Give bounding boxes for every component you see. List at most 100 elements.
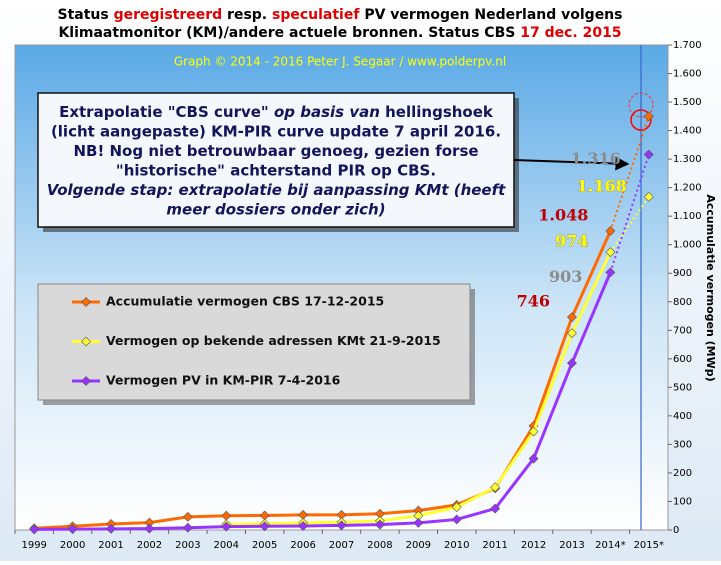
- y-tick-label: 800: [673, 297, 692, 308]
- title-part: Status: [57, 7, 113, 23]
- data-point: [259, 521, 270, 532]
- data-point: [29, 524, 40, 535]
- y-tick-label: 1.300: [673, 154, 702, 165]
- y-tick-label: 1.000: [673, 240, 702, 251]
- x-tick-label: 2013: [559, 540, 584, 551]
- data-point: [451, 502, 462, 513]
- data-point: [605, 247, 616, 258]
- legend-box: [37, 283, 471, 401]
- x-tick-label: 2012: [521, 540, 546, 551]
- annotation-part: hellingshoek: [380, 103, 494, 121]
- data-point: [106, 523, 116, 534]
- x-tick-label: 2002: [137, 540, 162, 551]
- highlight-circle: [628, 92, 654, 118]
- projection-line: [609, 196, 650, 253]
- x-tick-label: 2011: [482, 540, 507, 551]
- x-tick-label: 2015*: [634, 540, 664, 551]
- x-tick-label: 2014*: [595, 540, 625, 551]
- data-point: [528, 453, 539, 464]
- data-point: [643, 149, 654, 160]
- x-tick-label: 2006: [290, 540, 315, 551]
- title-part: Klimaatmonitor (KM)/andere actuele bronn…: [58, 25, 520, 41]
- y-tick-label: 0: [673, 525, 679, 536]
- y-tick-label: 1.600: [673, 69, 702, 80]
- data-point: [567, 358, 577, 369]
- annotation-text: meer dossiers onder zich): [166, 200, 385, 218]
- y-tick-label: 400: [673, 411, 692, 422]
- highlight-circle: [630, 109, 652, 131]
- title-part: geregistreerd: [114, 7, 223, 23]
- data-point: [605, 226, 616, 236]
- x-tick-label: 2010: [444, 540, 469, 551]
- annotation-text: (licht aangepaste) KM-PIR curve update 7…: [51, 122, 501, 140]
- annotation-part: (licht aangepaste) KM-PIR curve update 7…: [51, 122, 501, 140]
- y-tick-label: 1.500: [673, 97, 702, 108]
- data-point: [643, 111, 654, 122]
- data-point: [567, 328, 577, 339]
- y-tick-label: 1.400: [673, 126, 702, 137]
- data-label: 974: [555, 232, 588, 251]
- annotation-text: NB! Nog niet betrouwbaar genoeg, gezien …: [73, 142, 478, 160]
- annotation-part: "historische" achterstand PIR op CBS.: [116, 161, 436, 179]
- annotation-arrow: [513, 156, 630, 171]
- x-tick-label: 1999: [21, 540, 46, 551]
- annotation-box: [37, 92, 515, 228]
- annotation-part: Volgende stap: extrapolatie bij aanpassi…: [47, 181, 506, 199]
- data-point: [67, 524, 78, 535]
- legend-label: Accumulatie vermogen CBS 17-12-2015: [106, 294, 384, 309]
- x-tick-label: 2009: [406, 540, 431, 551]
- annotation-part: Extrapolatie "CBS curve": [59, 103, 274, 121]
- data-point: [144, 523, 155, 534]
- data-point: [413, 517, 424, 528]
- data-label: 1.168: [577, 176, 627, 195]
- x-tick-label: 2007: [329, 540, 354, 551]
- chart-title: Klimaatmonitor (KM)/andere actuele bronn…: [58, 25, 621, 41]
- y-tick-label: 1.200: [673, 183, 702, 194]
- data-label: 746: [517, 292, 550, 311]
- data-point: [528, 426, 539, 437]
- projection-line: [609, 116, 650, 232]
- title-part: resp.: [222, 7, 272, 23]
- y-axis-title: Accumulatie vermogen (MWp): [704, 194, 717, 381]
- y-tick-label: 500: [673, 382, 692, 393]
- y-tick-label: 600: [673, 354, 692, 365]
- y-tick-label: 700: [673, 325, 692, 336]
- legend-marker: [81, 336, 91, 347]
- title-part: 17 dec. 2015: [520, 25, 621, 41]
- data-point: [336, 520, 347, 531]
- annotation-text: Extrapolatie "CBS curve" op basis van he…: [59, 103, 494, 121]
- data-point: [374, 519, 385, 530]
- data-point: [605, 267, 616, 278]
- y-tick-label: 200: [673, 468, 692, 479]
- data-point: [182, 511, 193, 522]
- data-point: [451, 514, 462, 525]
- x-tick-label: 2000: [60, 540, 85, 551]
- legend-label: Vermogen op bekende adressen KMt 21-9-20…: [106, 333, 441, 348]
- data-point: [490, 503, 501, 514]
- x-tick-label: 2001: [98, 540, 123, 551]
- data-label: 1.316: [571, 149, 621, 168]
- data-label: 1.048: [538, 206, 588, 225]
- title-part: speculatief: [272, 7, 360, 23]
- annotation-part: op basis van: [274, 103, 380, 121]
- annotation-text: "historische" achterstand PIR op CBS.: [116, 161, 436, 179]
- annotation-part: meer dossiers onder zich): [166, 200, 385, 218]
- projection-line: [609, 154, 650, 273]
- data-label: 903: [549, 267, 582, 286]
- title-part: PV vermogen Nederland volgens: [359, 7, 622, 23]
- y-tick-label: 1.100: [673, 211, 702, 222]
- legend-marker: [81, 376, 91, 386]
- annotation-text: Volgende stap: extrapolatie bij aanpassi…: [47, 181, 506, 199]
- x-tick-label: 2004: [214, 540, 239, 551]
- data-point: [182, 522, 193, 533]
- series-line: [34, 271, 612, 531]
- data-point: [490, 482, 501, 493]
- x-tick-label: 2003: [175, 540, 200, 551]
- subtitle: Graph © 2014 - 2016 Peter J. Segaar / ww…: [174, 55, 506, 69]
- data-point: [567, 312, 577, 323]
- legend-marker: [81, 297, 91, 307]
- data-point: [643, 191, 654, 202]
- data-point: [221, 521, 232, 532]
- legend-label: Vermogen PV in KM-PIR 7-4-2016: [106, 373, 341, 388]
